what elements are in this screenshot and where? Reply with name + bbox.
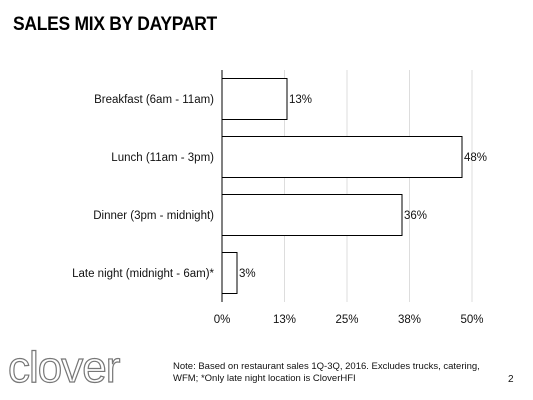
bar — [221, 136, 463, 178]
x-tick-label: 38% — [398, 314, 421, 326]
x-tick-label: 0% — [214, 314, 231, 326]
category-label: Late night (midnight - 6am)* — [72, 268, 214, 280]
bar — [221, 252, 238, 294]
category-label: Lunch (11am - 3pm) — [111, 152, 214, 164]
bars — [221, 78, 463, 294]
footnote: Note: Based on restaurant sales 1Q-3Q, 2… — [173, 361, 503, 385]
data-label: 36% — [404, 210, 427, 222]
data-label: 3% — [239, 268, 256, 280]
clover-logo: clover — [7, 344, 121, 390]
logo-text: clover — [8, 344, 120, 390]
category-label: Breakfast (6am - 11am) — [94, 94, 214, 106]
bar — [221, 78, 288, 120]
x-tick-label: 13% — [273, 314, 296, 326]
footnote-line-2: WFM; *Only late night location is Clover… — [173, 373, 356, 384]
page-title: SALES MIX BY DAYPART — [13, 14, 217, 35]
data-label: 48% — [464, 152, 487, 164]
x-tick-label: 25% — [335, 314, 358, 326]
page-number: 2 — [508, 374, 514, 385]
data-label: 13% — [289, 94, 312, 106]
x-tick-label: 50% — [460, 314, 483, 326]
footnote-line-1: Note: Based on restaurant sales 1Q-3Q, 2… — [173, 361, 480, 372]
bar — [221, 194, 403, 236]
chart-labels: 0% 13% 25% 38% 50% Breakfast (6am - 11am) 13% L… — [72, 94, 487, 326]
category-label: Dinner (3pm - midnight) — [93, 210, 214, 222]
